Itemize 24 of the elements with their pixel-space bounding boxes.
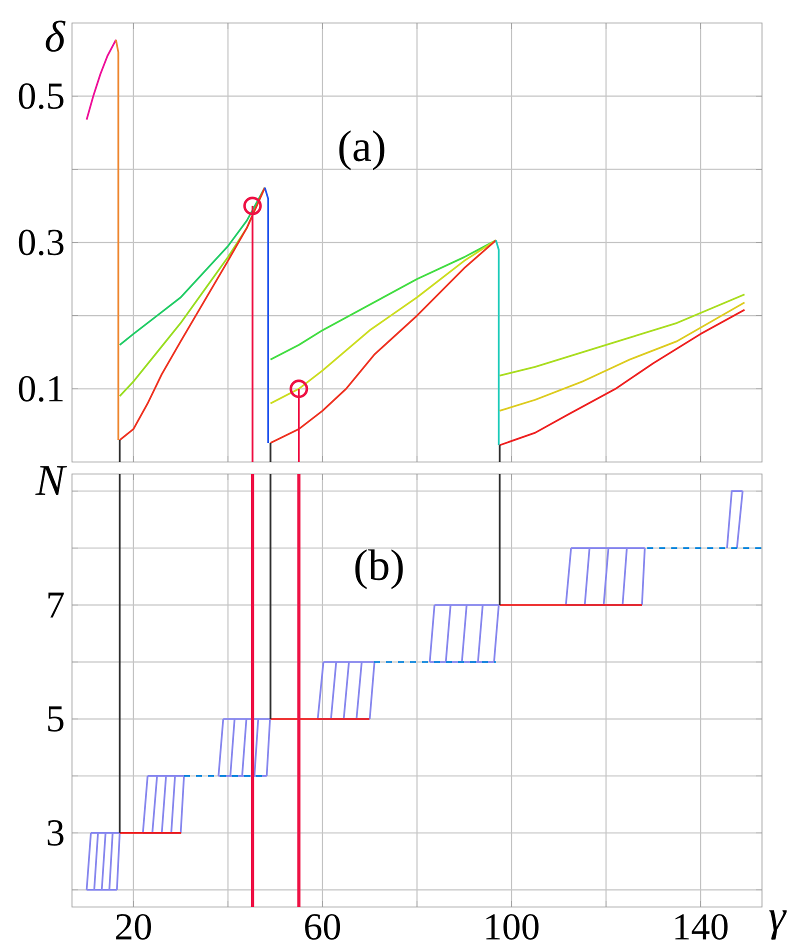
- line-series: [270, 239, 497, 360]
- y-tick-label: 5: [48, 706, 64, 732]
- x-tick-label: 60: [305, 914, 340, 940]
- y-tick-label: 7: [48, 592, 64, 618]
- annotation: (b): [355, 549, 403, 590]
- y-tick-label: 3: [48, 820, 64, 846]
- y-tick-label: 0.5: [18, 83, 64, 110]
- y-tick-label: 0.1: [18, 376, 63, 402]
- x-tick-label: 140: [675, 914, 728, 940]
- line-series: [118, 186, 266, 346]
- x-tick-label: 20: [116, 914, 151, 940]
- line-series: [270, 239, 497, 444]
- y-tick-label: 0.3: [18, 230, 64, 256]
- line-series: [118, 186, 266, 441]
- annotation: (a): [339, 130, 384, 170]
- x-tick-label: 100: [486, 914, 539, 940]
- line-series: [498, 308, 746, 446]
- y-axis-title: δ: [46, 20, 66, 52]
- x-axis-title: γ: [769, 910, 787, 940]
- line-series: [270, 239, 497, 404]
- line-series: [86, 38, 117, 120]
- line-series: [498, 302, 746, 412]
- y-axis-title: N: [35, 466, 67, 495]
- line-series: [498, 294, 746, 377]
